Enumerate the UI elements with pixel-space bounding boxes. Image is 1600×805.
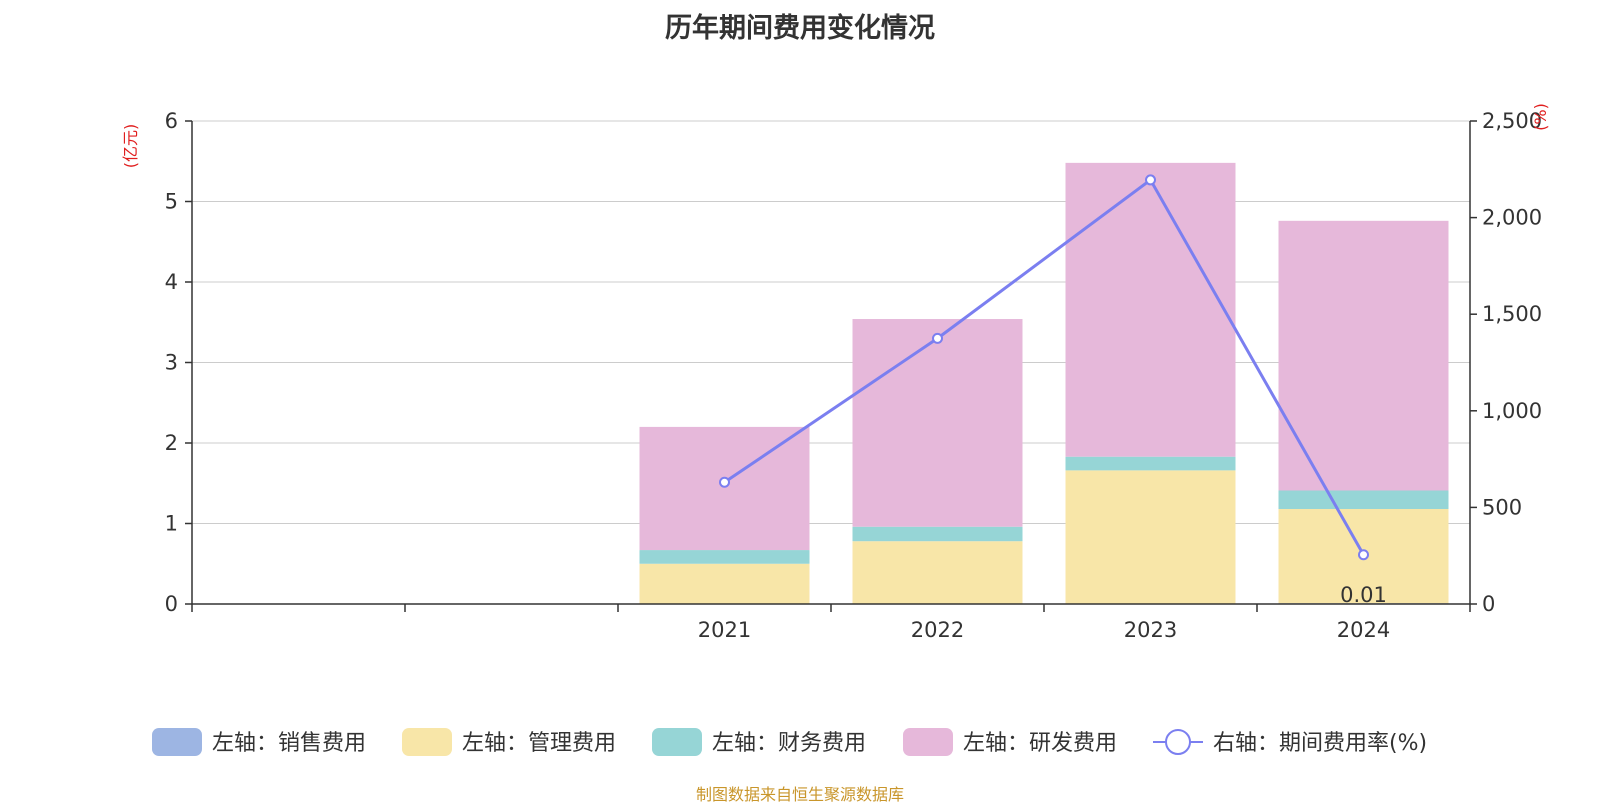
label-layer: 0.01 — [1340, 583, 1387, 607]
bar-segment — [1278, 220, 1449, 491]
bar-segment — [1065, 162, 1236, 457]
chart-title: 历年期间费用变化情况 — [665, 13, 935, 44]
x-axis-tick-label: 2021 — [698, 618, 751, 642]
legend: 左轴：销售费用 左轴：管理费用 左轴：财务费用 左轴：研发费用 右轴：期间费用率(%) — [152, 728, 1427, 756]
data-source-note: 制图数据来自恒生聚源数据库 — [695, 785, 904, 804]
bar-segment — [1065, 456, 1236, 471]
bar-segment — [852, 319, 1023, 527]
bar-layer — [639, 162, 1449, 604]
left-axis-tick-label: 5 — [165, 190, 178, 214]
right-axis-tick-label: 500 — [1482, 495, 1522, 519]
rate-point — [932, 332, 943, 344]
right-axis-unit: (%) — [1531, 103, 1550, 131]
right-axis-tick-label: 1,500 — [1482, 302, 1542, 326]
left-axis-tick-label: 0 — [165, 592, 178, 616]
legend-swatch — [652, 728, 702, 756]
rate-point — [719, 476, 730, 488]
x-axis-tick-label: 2022 — [911, 618, 964, 642]
left-axis-tick-label: 3 — [165, 351, 178, 375]
bar-segment — [852, 541, 1023, 604]
legend-swatch — [903, 728, 953, 756]
bar-segment — [639, 563, 810, 604]
left-axis-tick-label: 1 — [165, 512, 178, 536]
data-label: 0.01 — [1340, 583, 1387, 607]
legend-label: 左轴：财务费用 — [712, 731, 866, 756]
right-axis-tick-label: 2,000 — [1482, 206, 1542, 230]
left-axis-tick-label: 6 — [165, 109, 178, 133]
x-axis-tick-label: 2023 — [1124, 618, 1177, 642]
legend-swatch — [402, 728, 452, 756]
rate-point — [1145, 174, 1156, 186]
bar-segment — [1065, 470, 1236, 604]
x-axis-tick-label: 2024 — [1337, 618, 1390, 642]
axis-layer: 0 1 2 3 4 5 6 0 500 1,000 1,500 2,000 2,500 2021 2022 2… — [121, 103, 1550, 642]
right-axis-tick-label: 1,000 — [1482, 399, 1542, 423]
rate-line — [723, 177, 1365, 556]
bar-segment — [639, 550, 810, 564]
legend-label: 右轴：期间费用率(%) — [1213, 731, 1427, 756]
legend-swatch — [152, 728, 202, 756]
line-layer — [719, 174, 1369, 561]
bar-segment — [1278, 490, 1449, 510]
rate-point — [1358, 549, 1369, 561]
legend-label: 左轴：管理费用 — [462, 731, 616, 756]
bar-segment — [852, 526, 1023, 542]
right-axis-tick-label: 2,500 — [1482, 109, 1542, 133]
left-axis-tick-label: 2 — [165, 431, 178, 455]
legend-label: 左轴：销售费用 — [212, 731, 366, 756]
left-axis-tick-label: 4 — [165, 270, 178, 294]
bar-segment — [639, 426, 810, 551]
legend-label: 左轴：研发费用 — [963, 731, 1117, 756]
grid-layer — [192, 120, 1470, 524]
legend-marker — [1165, 729, 1191, 755]
left-axis-unit: (亿元) — [121, 124, 140, 169]
right-axis-tick-label: 0 — [1482, 592, 1495, 616]
